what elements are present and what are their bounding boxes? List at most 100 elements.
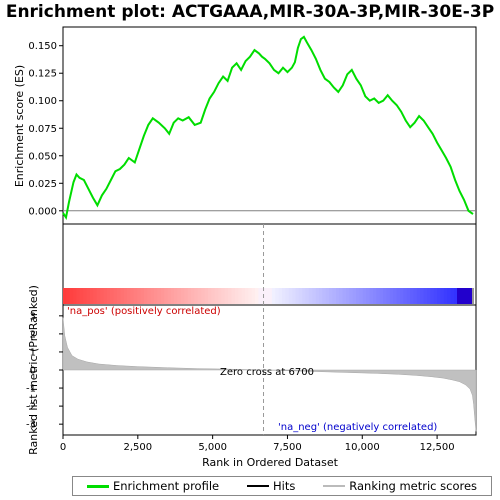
pos-label: 'na_pos' (positively correlated): [67, 306, 221, 317]
color-bar-segment: [228, 288, 233, 304]
x-tick-label: 12,500: [420, 442, 455, 453]
metric-y-tick-label: -3: [26, 420, 36, 431]
color-bar-segment: [440, 288, 445, 304]
color-bar-segment: [164, 288, 169, 304]
color-bar-segment: [63, 288, 68, 304]
color-bar-segment: [147, 288, 152, 304]
color-bar-segment: [329, 288, 334, 304]
color-bar-segment: [443, 288, 448, 304]
color-bar-segment: [420, 288, 425, 304]
color-bar-segment: [339, 288, 344, 304]
color-bar-segment: [221, 288, 226, 304]
color-bar-segment: [194, 288, 199, 304]
color-bar-segment: [342, 288, 347, 304]
legend-label-hits: Hits: [273, 479, 296, 493]
color-bar-segment: [416, 288, 421, 304]
color-bar-segment: [133, 288, 138, 304]
x-tick-label: 7,500: [273, 442, 302, 453]
color-bar-segment: [123, 288, 128, 304]
color-bar-segment: [184, 288, 189, 304]
color-bar-segment: [103, 288, 108, 304]
color-bar-segment: [349, 288, 354, 304]
legend-label-metric: Ranking metric scores: [349, 479, 478, 493]
color-bar-segment: [386, 288, 391, 304]
color-bar-segment: [379, 288, 384, 304]
color-bar-segment: [116, 288, 121, 304]
es-y-label: Enrichment score (ES): [13, 65, 26, 187]
color-bar-segment: [170, 288, 175, 304]
x-tick-label: 10,000: [345, 442, 380, 453]
color-bar-segment: [207, 288, 212, 304]
color-bar-segment: [298, 288, 303, 304]
color-bar-segment: [69, 288, 74, 304]
es-y-tick-label: 0.150: [28, 41, 57, 52]
color-bar-segment: [352, 288, 357, 304]
color-bar-segment: [410, 288, 415, 304]
color-bar-segment: [389, 288, 394, 304]
color-bar-segment: [96, 288, 101, 304]
color-bar-segment: [130, 288, 135, 304]
color-bar-segment: [157, 288, 162, 304]
color-bar-segment: [312, 288, 317, 304]
x-axis-label: Rank in Ordered Dataset: [202, 456, 339, 469]
color-bar-segment: [211, 288, 216, 304]
legend-swatch-metric: [323, 485, 346, 487]
color-bar-segment: [285, 288, 290, 304]
color-bar-segment: [356, 288, 361, 304]
color-bar-segment: [204, 288, 209, 304]
es-y-tick-label: 0.100: [28, 96, 57, 107]
color-bar-segment: [83, 288, 88, 304]
color-bar-segment: [234, 288, 239, 304]
x-axis: 0 2,500 5,000 7,500 10,000 12,500: [60, 435, 455, 453]
color-bar-segment: [143, 288, 148, 304]
es-panel-frame: [62, 26, 477, 225]
color-bar-segment: [218, 288, 223, 304]
color-bar-segment: [457, 288, 472, 304]
color-bar-segment: [373, 288, 378, 304]
color-bar-segment: [383, 288, 388, 304]
color-bar-segment: [362, 288, 367, 304]
color-bar-segment: [308, 288, 314, 304]
x-tick-label: 0: [60, 442, 66, 453]
color-bar-segment: [275, 288, 280, 304]
metric-y-tick-label: -1: [26, 384, 36, 395]
color-bar-segment: [187, 288, 192, 304]
legend-swatch-hits: [247, 485, 270, 487]
metric-y-tick-label: 1: [30, 347, 36, 358]
color-bar-segment: [450, 288, 455, 304]
color-bar-segment: [201, 288, 206, 304]
color-bar-segment: [332, 288, 337, 304]
legend-item-enrichment: Enrichment profile: [86, 479, 219, 493]
color-bar-segment: [288, 288, 293, 304]
color-bar-segment: [137, 288, 142, 304]
color-bar-segment: [177, 288, 182, 304]
color-bar-segment: [453, 288, 458, 304]
color-bar-segment: [305, 288, 310, 304]
color-bar-segment: [366, 288, 371, 304]
color-bar-segment: [89, 288, 94, 304]
color-bar-segment: [180, 288, 185, 304]
color-bar-segment: [93, 288, 98, 304]
color-bar-segment: [167, 288, 172, 304]
metric-y-tick-label: 2: [30, 329, 36, 340]
color-bar-segment: [319, 288, 324, 304]
legend-item-hits: Hits: [247, 479, 295, 493]
color-bar-segment: [153, 288, 159, 304]
color-bar-segment: [376, 288, 381, 304]
color-bar-segment: [315, 288, 320, 304]
color-bar-segment: [248, 288, 253, 304]
color-bar-segment: [258, 288, 263, 304]
color-bar-segment: [224, 288, 229, 304]
color-bar-segment: [231, 288, 236, 304]
color-bar-segment: [79, 288, 84, 304]
zero-cross-label: Zero cross at 6700: [220, 367, 314, 378]
color-bar-segment: [335, 288, 340, 304]
color-bar-segment: [73, 288, 78, 304]
color-bar-segment: [399, 288, 405, 304]
color-bar-segment: [268, 288, 273, 304]
color-bar-segment: [265, 288, 270, 304]
color-bar-segment: [346, 288, 351, 304]
legend: Enrichment profile Hits Ranking metric s…: [72, 476, 492, 496]
color-bar-segment: [238, 288, 243, 304]
color-bar-segment: [437, 288, 442, 304]
